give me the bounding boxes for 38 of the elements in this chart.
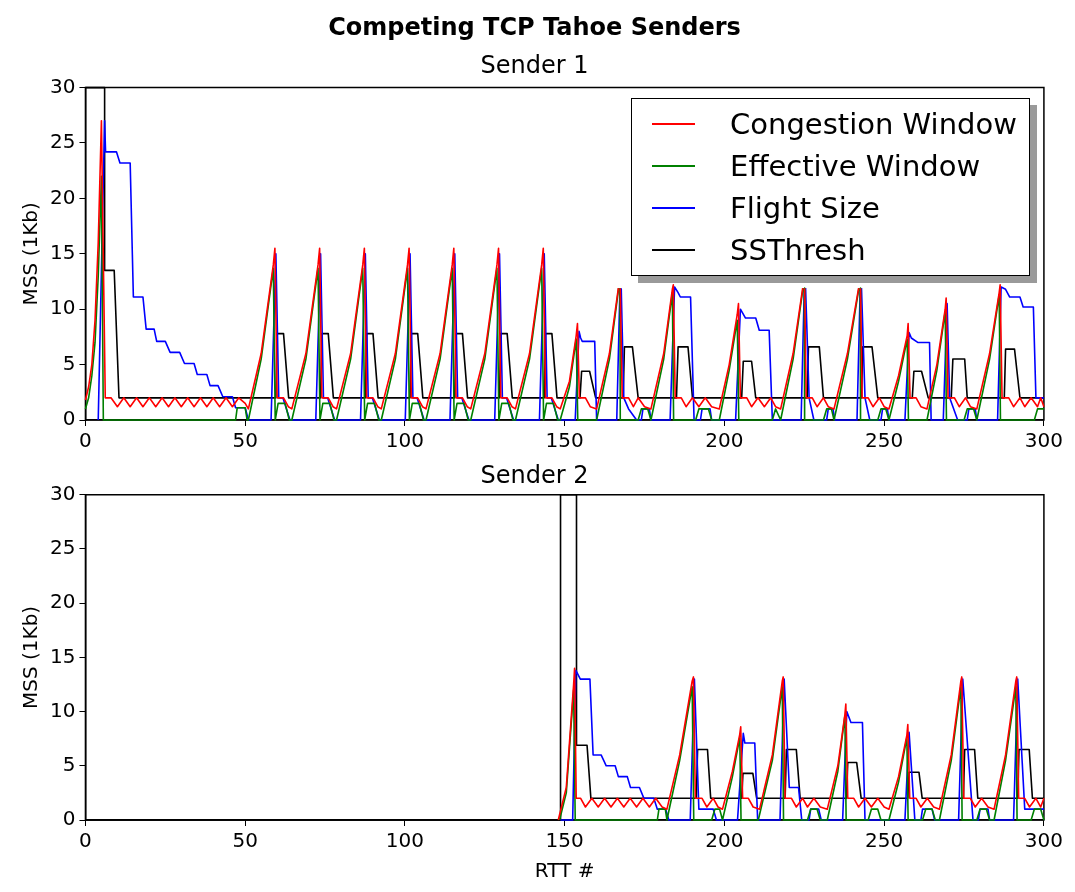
- y-axis-title: MSS (1Kb): [18, 605, 43, 709]
- y-tick-label: 10: [50, 295, 76, 320]
- x-tick-label: 0: [79, 428, 92, 453]
- y-tick-label: 20: [50, 589, 76, 614]
- x-tick-label: 0: [79, 828, 92, 853]
- x-tick-label: 200: [705, 428, 744, 453]
- y-tick-label: 25: [50, 535, 76, 560]
- y-tick-label: 5: [62, 752, 76, 776]
- y-tick-label: 0: [62, 806, 76, 831]
- y-tick-label: 30: [50, 481, 76, 505]
- x-axis-title: RTT #: [534, 858, 595, 883]
- chart-subtitle: Sender 1: [480, 51, 589, 80]
- x-tick-label: 300: [1024, 428, 1064, 453]
- x-tick-label: 200: [705, 828, 744, 853]
- x-tick-label: 100: [385, 428, 425, 453]
- legend-label: SSThresh: [730, 232, 866, 267]
- chart-title: Sender 2: [480, 460, 589, 489]
- chart-title: Competing TCP Tahoe Senders: [328, 12, 741, 41]
- x-tick-label: 150: [545, 828, 584, 853]
- legend-label: Flight Size: [730, 190, 880, 225]
- y-tick-label: 15: [50, 643, 76, 668]
- y-tick-label: 0: [62, 406, 76, 431]
- y-tick-label: 5: [62, 350, 76, 375]
- y-tick-label: 30: [50, 73, 76, 98]
- legend-label: Congestion Window: [730, 106, 1017, 141]
- y-tick-label: 15: [50, 240, 76, 264]
- x-tick-label: 50: [232, 828, 258, 853]
- y-tick-label: 20: [50, 184, 76, 209]
- legend-label: Effective Window: [730, 148, 981, 183]
- x-tick-label: 150: [545, 428, 584, 453]
- x-tick-label: 300: [1024, 828, 1064, 853]
- x-tick-label: 50: [232, 428, 258, 453]
- x-tick-label: 250: [865, 828, 904, 853]
- y-axis-title: MSS (1Kb): [18, 202, 43, 306]
- y-tick-label: 10: [50, 697, 76, 722]
- x-tick-label: 100: [385, 828, 425, 853]
- y-tick-label: 25: [50, 129, 76, 154]
- x-tick-label: 250: [865, 428, 904, 453]
